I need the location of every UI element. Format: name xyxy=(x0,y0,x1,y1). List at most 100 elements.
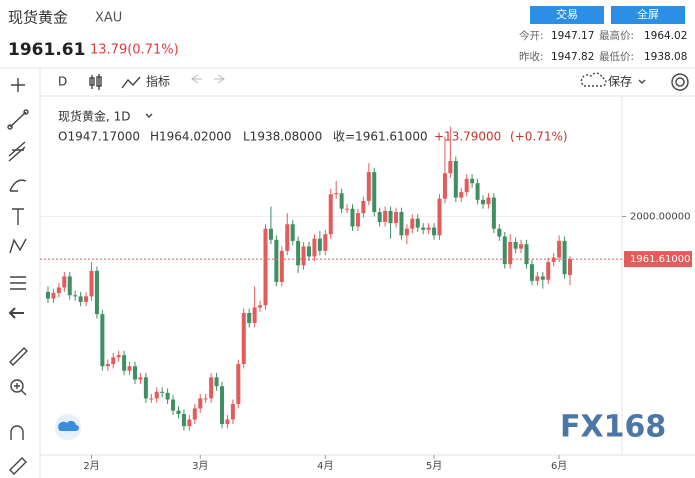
candle-body xyxy=(497,228,502,237)
candle-body xyxy=(127,366,132,371)
candle-body xyxy=(535,276,540,281)
candle-body xyxy=(317,238,322,251)
candle-body xyxy=(464,178,469,193)
candle-body xyxy=(154,391,159,399)
candle-body xyxy=(377,212,382,223)
candle-body xyxy=(241,313,246,365)
candle-body xyxy=(323,234,328,251)
candle-body xyxy=(198,398,203,409)
price-change: 13.79(0.71%) xyxy=(90,43,179,58)
candle-body xyxy=(225,419,230,424)
candle-body xyxy=(448,161,453,174)
candle-body xyxy=(421,227,426,230)
candle-body xyxy=(214,377,219,387)
candle-body xyxy=(399,212,404,236)
x-tick-label: 2月 xyxy=(83,460,99,472)
candle-body xyxy=(181,413,186,427)
candle-body xyxy=(519,244,524,249)
candle-body xyxy=(192,408,197,420)
candle-body xyxy=(78,296,83,302)
candle-body xyxy=(366,172,371,201)
candle-body xyxy=(279,250,284,282)
candle-body xyxy=(361,200,366,214)
candle-body xyxy=(56,287,61,294)
candle-body xyxy=(236,364,241,404)
fullscreen-button-label[interactable]: 全屏 xyxy=(637,7,659,21)
left-toolbar[interactable] xyxy=(7,78,29,475)
trade-button-label[interactable]: 交易 xyxy=(556,7,578,21)
stat-value: 1947.82 xyxy=(551,51,594,63)
candle-body xyxy=(355,213,360,227)
candle-body xyxy=(122,355,127,371)
candle-body xyxy=(437,198,442,236)
candle-body xyxy=(274,239,279,282)
candle-body xyxy=(165,392,170,400)
candle-body xyxy=(339,193,344,209)
candle-body xyxy=(312,238,317,257)
candle-body xyxy=(100,314,105,367)
y-tick-label: 2000.00000 xyxy=(630,211,690,222)
redo-button[interactable] xyxy=(214,74,225,84)
save-button[interactable]: 保存 xyxy=(608,75,632,89)
candle-body xyxy=(393,212,399,224)
candle-body xyxy=(132,366,138,380)
cloud-badge-icon[interactable] xyxy=(58,420,79,431)
candle-body xyxy=(187,419,192,427)
settings-button[interactable] xyxy=(671,73,689,91)
legend-change: +13.79000 xyxy=(434,130,501,144)
candle-body xyxy=(328,194,333,235)
save-menu[interactable] xyxy=(638,79,646,84)
candle-body xyxy=(171,399,176,411)
candle-body xyxy=(426,227,431,230)
stat-value: 1938.08 xyxy=(644,51,687,63)
stat-label: 今开: xyxy=(519,29,544,42)
candle-body xyxy=(453,161,458,198)
trade-button[interactable] xyxy=(530,6,604,24)
stat-value: 1964.02 xyxy=(644,30,687,42)
candle-body xyxy=(94,270,99,315)
legend-menu[interactable] xyxy=(145,113,153,118)
candle-body xyxy=(546,261,551,280)
candle-body xyxy=(410,218,415,229)
candle-body xyxy=(285,224,290,251)
indicator-button[interactable]: 指标 xyxy=(146,74,170,89)
candle-body xyxy=(470,178,475,184)
interval-button[interactable]: D xyxy=(58,75,67,89)
candle-body xyxy=(551,257,556,262)
candle-body xyxy=(89,270,94,297)
candle-body xyxy=(209,377,214,399)
candle-body xyxy=(383,210,388,223)
candle-body xyxy=(268,228,273,240)
candle-body xyxy=(252,307,257,323)
candle-body xyxy=(73,295,78,297)
candle-body xyxy=(176,410,181,414)
candle-body xyxy=(160,391,165,393)
candle-body xyxy=(502,236,507,265)
watermark: FX168 xyxy=(560,410,666,445)
candle-body xyxy=(290,224,295,241)
undo-button[interactable] xyxy=(191,74,202,84)
chart-type-button[interactable] xyxy=(89,74,102,90)
legend-name: 现货黄金, 1D xyxy=(58,109,131,124)
candle-body xyxy=(404,228,409,236)
x-tick-label: 6月 xyxy=(551,460,567,472)
x-tick-label: 4月 xyxy=(317,460,333,472)
symbol: XAU xyxy=(95,11,122,26)
candle-body xyxy=(388,210,393,224)
candle-body xyxy=(67,276,72,296)
indicator-icon[interactable] xyxy=(121,76,141,89)
fullscreen-button[interactable] xyxy=(611,6,685,24)
candle-body xyxy=(508,242,513,265)
candle-body xyxy=(513,242,518,249)
candle-body xyxy=(301,246,306,266)
candle-body xyxy=(459,192,464,198)
candle-body xyxy=(350,208,355,227)
candle-body xyxy=(143,377,148,399)
candle-body xyxy=(567,259,573,276)
candle-body xyxy=(334,193,339,195)
legend-close: 收=1961.61000 xyxy=(333,130,428,144)
last-price-label: 1961.61000 xyxy=(630,254,690,265)
candle-body xyxy=(491,197,496,229)
stat-value: 1947.17 xyxy=(551,30,594,42)
